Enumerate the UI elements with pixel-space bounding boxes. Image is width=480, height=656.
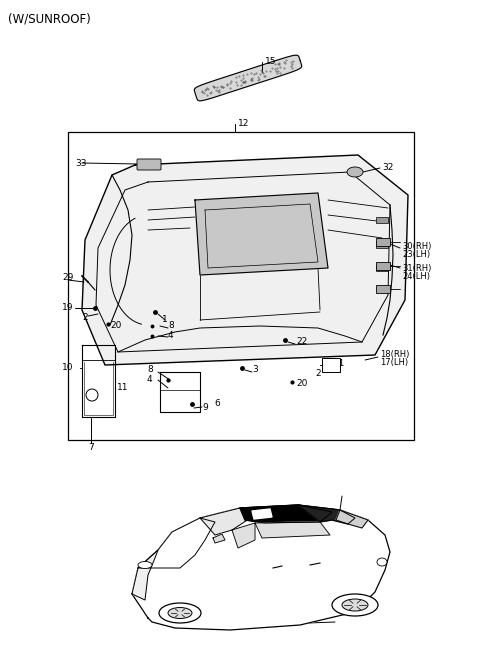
Polygon shape (200, 508, 255, 535)
Text: 29: 29 (62, 274, 73, 283)
Text: 2: 2 (315, 369, 321, 379)
Text: 12: 12 (238, 119, 250, 129)
Polygon shape (252, 509, 272, 519)
Text: (W/SUNROOF): (W/SUNROOF) (8, 12, 91, 25)
Text: 32: 32 (382, 163, 394, 173)
Polygon shape (240, 505, 332, 523)
Bar (376, 262, 390, 270)
Text: 22: 22 (296, 337, 307, 346)
Polygon shape (194, 55, 302, 101)
Ellipse shape (138, 562, 152, 569)
Text: 23(LH): 23(LH) (402, 249, 430, 258)
Polygon shape (298, 505, 355, 524)
Text: 20: 20 (296, 380, 307, 388)
Bar (376, 265, 388, 271)
Text: 5: 5 (267, 195, 273, 205)
Ellipse shape (168, 607, 192, 619)
Ellipse shape (332, 594, 378, 616)
Bar (68, 132, 414, 440)
Circle shape (86, 389, 98, 401)
Text: 8: 8 (147, 365, 153, 375)
Text: 17(LH): 17(LH) (380, 358, 408, 367)
Ellipse shape (377, 558, 387, 566)
Text: 2: 2 (82, 314, 88, 323)
Text: 3: 3 (252, 365, 258, 375)
Polygon shape (255, 522, 330, 538)
Text: 20: 20 (110, 321, 121, 331)
Text: 21: 21 (333, 358, 344, 367)
Polygon shape (232, 523, 255, 548)
Text: 31(RH): 31(RH) (402, 264, 432, 272)
Polygon shape (132, 505, 390, 630)
Bar (376, 242, 388, 248)
Polygon shape (195, 193, 328, 275)
Bar (376, 217, 388, 223)
Polygon shape (336, 510, 368, 528)
Ellipse shape (342, 599, 368, 611)
Text: 11: 11 (117, 384, 129, 392)
Text: 8: 8 (168, 321, 174, 331)
Bar (322, 358, 340, 372)
Bar (376, 285, 390, 293)
Ellipse shape (347, 167, 363, 177)
Ellipse shape (159, 603, 201, 623)
Polygon shape (213, 534, 225, 543)
Bar (376, 238, 390, 246)
Text: 10: 10 (62, 363, 73, 373)
Text: 19: 19 (62, 302, 73, 312)
Polygon shape (132, 550, 158, 600)
Text: 7: 7 (88, 443, 94, 453)
Text: 15: 15 (265, 58, 276, 66)
Text: 18(RH): 18(RH) (380, 350, 409, 359)
Text: 33: 33 (75, 159, 86, 167)
Text: 30(RH): 30(RH) (402, 241, 432, 251)
Text: 9: 9 (202, 403, 208, 413)
Polygon shape (82, 155, 408, 365)
Text: 24(LH): 24(LH) (402, 272, 430, 281)
Text: 6: 6 (214, 400, 220, 409)
Text: 4: 4 (147, 375, 153, 384)
FancyBboxPatch shape (137, 159, 161, 170)
Text: 1: 1 (162, 316, 168, 325)
Polygon shape (138, 518, 215, 568)
Text: 4: 4 (168, 331, 174, 340)
